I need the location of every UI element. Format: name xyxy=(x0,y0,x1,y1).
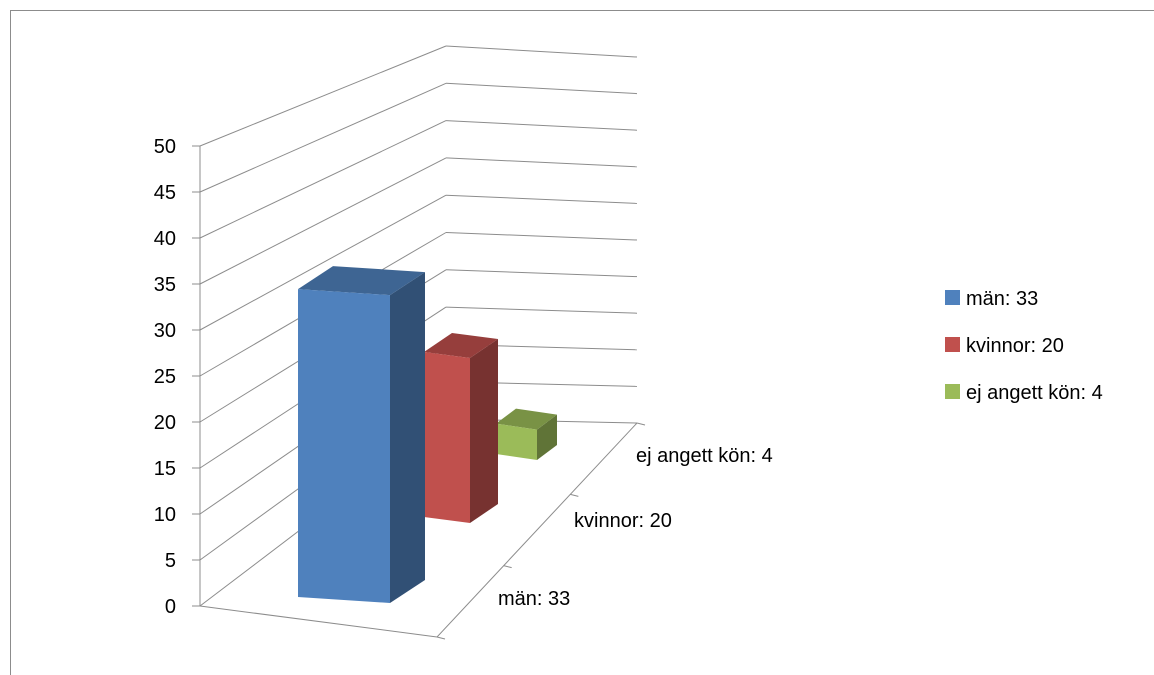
bar-front xyxy=(298,289,390,603)
bar-side xyxy=(537,414,557,460)
y-tick-label: 15 xyxy=(154,458,176,480)
bar-top xyxy=(424,333,498,358)
category-labels: män: 33 kvinnor: 20 ej angett kön: 4 xyxy=(498,445,773,610)
gridline-back xyxy=(445,82,638,95)
depth-axis-line xyxy=(436,422,638,638)
legend-label: män: 33 xyxy=(966,288,1038,310)
category-label: män: 33 xyxy=(498,588,570,610)
y-tick-label: 50 xyxy=(154,136,176,158)
chart-frame xyxy=(10,10,1154,675)
y-tick-label: 40 xyxy=(154,228,176,250)
bar-top xyxy=(496,408,557,430)
y-tick-label: 35 xyxy=(154,274,176,296)
bar-top xyxy=(298,266,425,296)
y-tick-label: 5 xyxy=(165,550,176,572)
gridline-back xyxy=(445,157,638,168)
depth-axis-tick xyxy=(570,493,579,497)
legend-swatch xyxy=(945,290,960,305)
gridline-back xyxy=(445,120,638,131)
legend-swatch xyxy=(945,384,960,399)
y-axis-tick-labels: 0 5 10 15 20 25 30 35 40 45 50 xyxy=(154,136,176,618)
gridline-back xyxy=(445,306,638,314)
category-label: kvinnor: 20 xyxy=(574,510,672,532)
bar xyxy=(496,408,557,460)
gridline-side xyxy=(199,157,447,285)
bar-front xyxy=(496,423,537,460)
gridline-back xyxy=(445,232,638,241)
bar-side xyxy=(470,339,498,523)
floor-front-edge xyxy=(199,605,438,638)
legend: män: 33 kvinnor: 20 ej angett kön: 4 xyxy=(945,288,1103,404)
bar xyxy=(424,333,498,523)
legend-item: män: 33 xyxy=(945,288,1038,310)
legend-label: kvinnor: 20 xyxy=(966,335,1064,357)
legend-swatch xyxy=(945,337,960,352)
bars xyxy=(298,266,557,603)
legend-label: ej angett kön: 4 xyxy=(966,382,1103,404)
legend-item: ej angett kön: 4 xyxy=(945,382,1103,404)
bar-front xyxy=(424,352,470,523)
bar-side xyxy=(390,272,425,603)
y-tick-label: 0 xyxy=(165,596,176,618)
y-tick-label: 45 xyxy=(154,182,176,204)
depth-axis-tick xyxy=(503,565,512,569)
depth-axis-tick xyxy=(636,422,646,426)
y-tick-label: 10 xyxy=(154,504,176,526)
gridline-back xyxy=(445,45,638,58)
gridline-side xyxy=(199,194,447,331)
bar xyxy=(298,266,425,603)
gridline-back xyxy=(445,269,638,278)
legend-item: kvinnor: 20 xyxy=(945,335,1064,357)
gridline-side xyxy=(199,82,447,193)
gridline-side xyxy=(199,120,447,239)
gridline-side xyxy=(199,45,447,147)
depth-axis-tick xyxy=(436,636,446,640)
category-label: ej angett kön: 4 xyxy=(636,445,773,467)
gridline-back xyxy=(445,194,638,204)
y-tick-label: 30 xyxy=(154,320,176,342)
y-tick-label: 20 xyxy=(154,412,176,434)
y-tick-label: 25 xyxy=(154,366,176,388)
